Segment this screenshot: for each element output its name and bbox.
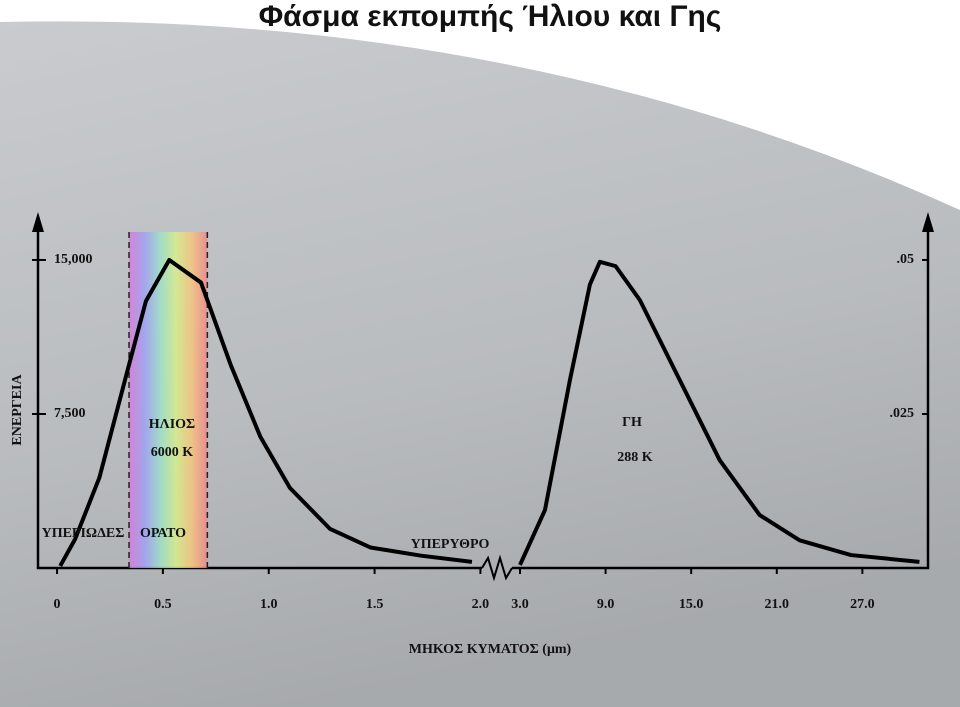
annotation: ΥΠΕΡΙΩΔΕΣ bbox=[42, 526, 125, 541]
y-tick-label: 7,500 bbox=[54, 406, 86, 421]
x-tick-label: 3.0 bbox=[511, 597, 529, 612]
y-tick-label: 15,000 bbox=[54, 252, 93, 267]
annotation: 288 K bbox=[617, 450, 653, 465]
x-tick-label: 0.5 bbox=[154, 597, 172, 612]
x-axis-label: ΜΗΚΟΣ ΚΥΜΑΤΟΣ (μm) bbox=[409, 642, 572, 657]
y-axis-label: ΕΝΕΡΓΕΙΑ bbox=[10, 374, 25, 446]
line bbox=[518, 259, 920, 566]
y-tick-label: .025 bbox=[890, 406, 915, 421]
annotation: ΗΛΙΟΣ bbox=[149, 417, 195, 432]
x-tick-label: 9.0 bbox=[597, 597, 615, 612]
x-tick-label: 15.0 bbox=[679, 597, 704, 612]
x-tick-label: 1.0 bbox=[260, 597, 278, 612]
x-tick-label: 21.0 bbox=[765, 597, 790, 612]
x-tick-label: 27.0 bbox=[850, 597, 875, 612]
annotation: ΟΡΑΤΟ bbox=[140, 526, 186, 541]
annotation: ΓΗ bbox=[622, 415, 642, 430]
annotation: 6000 K bbox=[151, 445, 194, 460]
chart-title: Φάσμα εκπομπής Ήλιου και Γης bbox=[259, 0, 722, 33]
line bbox=[58, 257, 473, 567]
axes bbox=[36, 225, 930, 582]
earth-photo bbox=[0, 21, 960, 707]
x-tick-label: 1.5 bbox=[366, 597, 384, 612]
x-tick-label: 2.0 bbox=[472, 597, 490, 612]
annotation: ΥΠΕΡΥΘΡΟ bbox=[411, 537, 490, 552]
x-tick-label: 0 bbox=[54, 597, 61, 612]
visible-band bbox=[129, 232, 208, 568]
y-tick-label: .05 bbox=[897, 252, 915, 267]
